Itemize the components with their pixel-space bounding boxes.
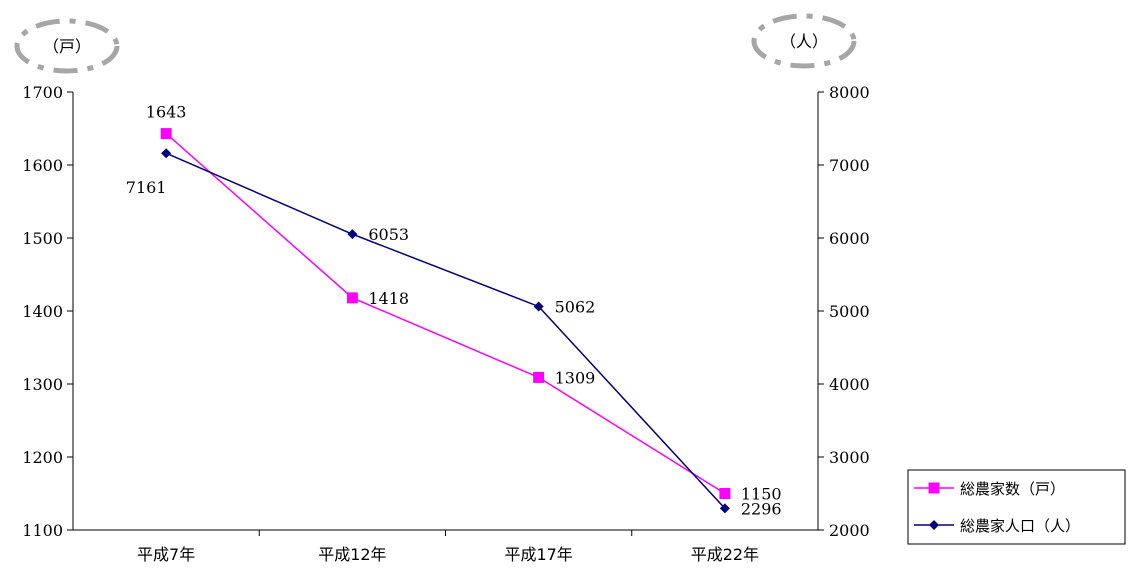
x-category-label: 平成22年	[691, 545, 759, 564]
data-label-0: 1150	[741, 485, 782, 504]
left-tick-label: 1500	[22, 229, 63, 248]
legend-label-1: 総農家人口（人）	[960, 517, 1080, 535]
series-point-1	[347, 229, 358, 240]
right-unit-ellipse	[751, 13, 857, 69]
right-axis-unit: （人）	[780, 32, 828, 51]
legend-box	[907, 469, 1126, 545]
data-label-0: 1643	[146, 103, 187, 122]
series-layer	[160, 128, 731, 514]
right-tick-label: 3000	[829, 448, 870, 467]
left-tick-label: 1100	[22, 521, 63, 540]
x-category-label: 平成12年	[318, 545, 386, 564]
left-tick-label: 1200	[22, 448, 63, 467]
data-label-0: 1309	[555, 368, 596, 387]
series-point-0	[719, 488, 731, 499]
right-tick-label: 8000	[829, 83, 870, 102]
right-axis-ticks: 2000 3000 4000 5000 6000 7000 8000	[818, 83, 870, 540]
left-unit-ellipse	[14, 18, 120, 74]
series-point-0	[533, 371, 545, 383]
data-label-1: 2296	[741, 499, 782, 518]
series-line-1	[165, 152, 726, 509]
right-tick-label: 4000	[829, 375, 870, 394]
right-tick-label: 6000	[829, 229, 870, 248]
x-axis-ticks: 平成7年 平成12年 平成17年 平成22年	[137, 530, 759, 564]
data-label-1: 5062	[555, 297, 596, 316]
right-tick-label: 5000	[829, 302, 870, 321]
x-category-label: 平成7年	[137, 545, 195, 564]
series-point-0	[346, 292, 358, 304]
left-tick-label: 1400	[22, 302, 63, 321]
left-axis-unit: （戸）	[43, 37, 91, 56]
legend-marker-0	[928, 482, 940, 494]
x-category-label: 平成17年	[504, 545, 572, 564]
series-point-1	[533, 301, 544, 312]
series-point-1	[719, 503, 730, 514]
right-tick-label: 7000	[829, 156, 870, 175]
left-tick-label: 1700	[22, 83, 63, 102]
right-tick-label: 2000	[829, 521, 870, 540]
left-tick-label: 1600	[22, 156, 63, 175]
left-axis-ticks: 1100 1200 1300 1400 1500 1600 1700	[22, 83, 73, 540]
data-label-0: 1418	[368, 289, 409, 308]
data-label-1: 7161	[126, 178, 167, 197]
legend-marker-1	[929, 520, 939, 530]
series-line-0	[165, 133, 726, 495]
legend: 総農家数（戸） 総農家人口（人）	[907, 469, 1126, 545]
left-tick-label: 1300	[22, 375, 63, 394]
series-point-0	[160, 128, 172, 140]
series-point-1	[161, 148, 172, 159]
legend-label-0: 総農家数（戸）	[960, 480, 1065, 498]
data-label-1: 6053	[368, 225, 409, 244]
data-labels: 1643 1418 1309 1150 7161 6053 5062 2296	[126, 103, 782, 519]
